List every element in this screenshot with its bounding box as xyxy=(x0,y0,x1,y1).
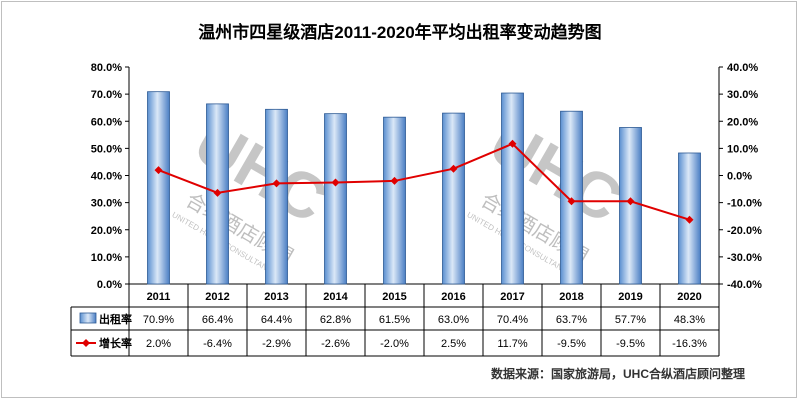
bar xyxy=(501,92,524,285)
x-tick-label: 2012 xyxy=(205,291,229,303)
y-left-tick-label: 10.0% xyxy=(91,252,122,264)
growth-value-cell: -2.9% xyxy=(262,338,291,350)
x-tick-label: 2016 xyxy=(441,291,465,303)
x-tick-label: 2020 xyxy=(677,291,701,303)
y-right-tick-label: -40.0% xyxy=(727,279,762,291)
occupancy-value-cell: 63.7% xyxy=(556,314,587,326)
growth-rate-point xyxy=(272,179,281,188)
growth-rate-point xyxy=(154,166,163,175)
y-right-tick-label: 0.0% xyxy=(727,171,752,183)
legend-marker-growth xyxy=(82,339,90,347)
growth-rate-point xyxy=(331,178,340,187)
x-tick-label: 2019 xyxy=(618,291,642,303)
bar xyxy=(147,91,170,285)
growth-rate-point xyxy=(508,139,517,148)
bar xyxy=(265,108,288,285)
y-right-tick-label: 20.0% xyxy=(727,116,758,128)
y-right-tick-label: 30.0% xyxy=(727,89,758,101)
y-left-tick-label: 80.0% xyxy=(91,62,122,74)
bar xyxy=(324,113,347,285)
growth-value-cell: -6.4% xyxy=(203,338,232,350)
growth-value-cell: -2.0% xyxy=(380,338,409,350)
occupancy-value-cell: 61.5% xyxy=(379,314,410,326)
growth-rate-point xyxy=(213,188,222,197)
x-tick-label: 2018 xyxy=(559,291,583,303)
y-left-tick-label: 50.0% xyxy=(91,143,122,155)
growth-value-cell: -9.5% xyxy=(557,338,586,350)
occupancy-value-cell: 70.4% xyxy=(497,314,528,326)
source-note: 数据来源：国家旅游局，UHC合纵酒店顾问整理 xyxy=(491,366,745,381)
legend-label-occupancy: 出租率 xyxy=(99,312,132,326)
growth-value-cell: 11.7% xyxy=(497,338,528,350)
x-tick-label: 2017 xyxy=(500,291,524,303)
x-tick-label: 2014 xyxy=(323,291,348,303)
bar xyxy=(442,112,465,285)
bar xyxy=(619,127,642,285)
x-tick-label: 2013 xyxy=(264,291,288,303)
y-left-tick-label: 30.0% xyxy=(91,198,122,210)
growth-rate-point xyxy=(449,164,458,173)
occupancy-value-cell: 57.7% xyxy=(615,314,646,326)
growth-value-cell: -16.3% xyxy=(672,338,707,350)
y-right-tick-label: 10.0% xyxy=(727,143,758,155)
growth-rate-point xyxy=(390,176,399,185)
y-right-tick-label: 40.0% xyxy=(727,62,758,74)
y-right-tick-label: -30.0% xyxy=(727,252,762,264)
x-tick-label: 2011 xyxy=(147,291,171,303)
x-tick-label: 2015 xyxy=(382,291,406,303)
occupancy-value-cell: 66.4% xyxy=(202,314,233,326)
y-right-tick-label: -20.0% xyxy=(727,225,762,237)
legend-swatch-occupancy xyxy=(79,312,97,324)
occupancy-value-cell: 70.9% xyxy=(143,314,174,326)
occupancy-value-cell: 63.0% xyxy=(438,314,469,326)
growth-rate-line xyxy=(158,142,690,221)
occupancy-value-cell: 62.8% xyxy=(320,314,351,326)
y-left-tick-label: 20.0% xyxy=(91,225,122,237)
occupancy-value-cell: 48.3% xyxy=(674,314,705,326)
growth-value-cell: -2.6% xyxy=(321,338,350,350)
growth-rate-point xyxy=(567,197,576,206)
y-left-tick-label: 0.0% xyxy=(97,279,122,291)
occupancy-value-cell: 64.4% xyxy=(261,314,292,326)
chart-title: 温州市四星级酒店2011-2020年平均出租率变动趋势图 xyxy=(198,22,601,42)
growth-value-cell: 2.0% xyxy=(146,338,171,350)
growth-rate-point xyxy=(685,215,694,224)
bar xyxy=(383,116,406,285)
growth-value-cell: -9.5% xyxy=(616,338,645,350)
growth-value-cell: 2.5% xyxy=(441,338,466,350)
y-right-tick-label: -10.0% xyxy=(727,198,762,210)
y-left-tick-label: 70.0% xyxy=(91,89,122,101)
y-left-tick-label: 40.0% xyxy=(91,171,122,183)
legend-label-growth: 增长率 xyxy=(99,336,132,350)
growth-rate-point xyxy=(626,197,635,206)
y-left-tick-label: 60.0% xyxy=(91,116,122,128)
